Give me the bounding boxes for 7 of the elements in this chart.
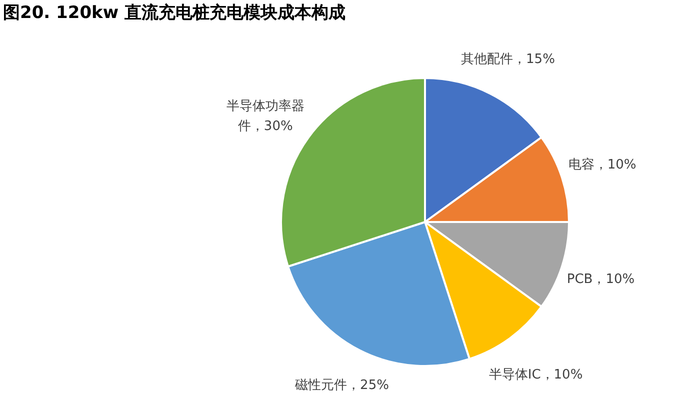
slice-label: 半导体IC，10% [488,367,583,382]
slice-label: 电容，10% [568,156,636,172]
chart-title: 图20. 120kw 直流充电桩充电模块成本构成 [3,3,346,23]
slice-label: 其他配件，15% [461,52,555,68]
slice-label: 半导体功率器件，30% [226,98,304,134]
slice-label: PCB，10% [566,272,635,288]
slice-label: 磁性元件，25% [294,378,389,393]
